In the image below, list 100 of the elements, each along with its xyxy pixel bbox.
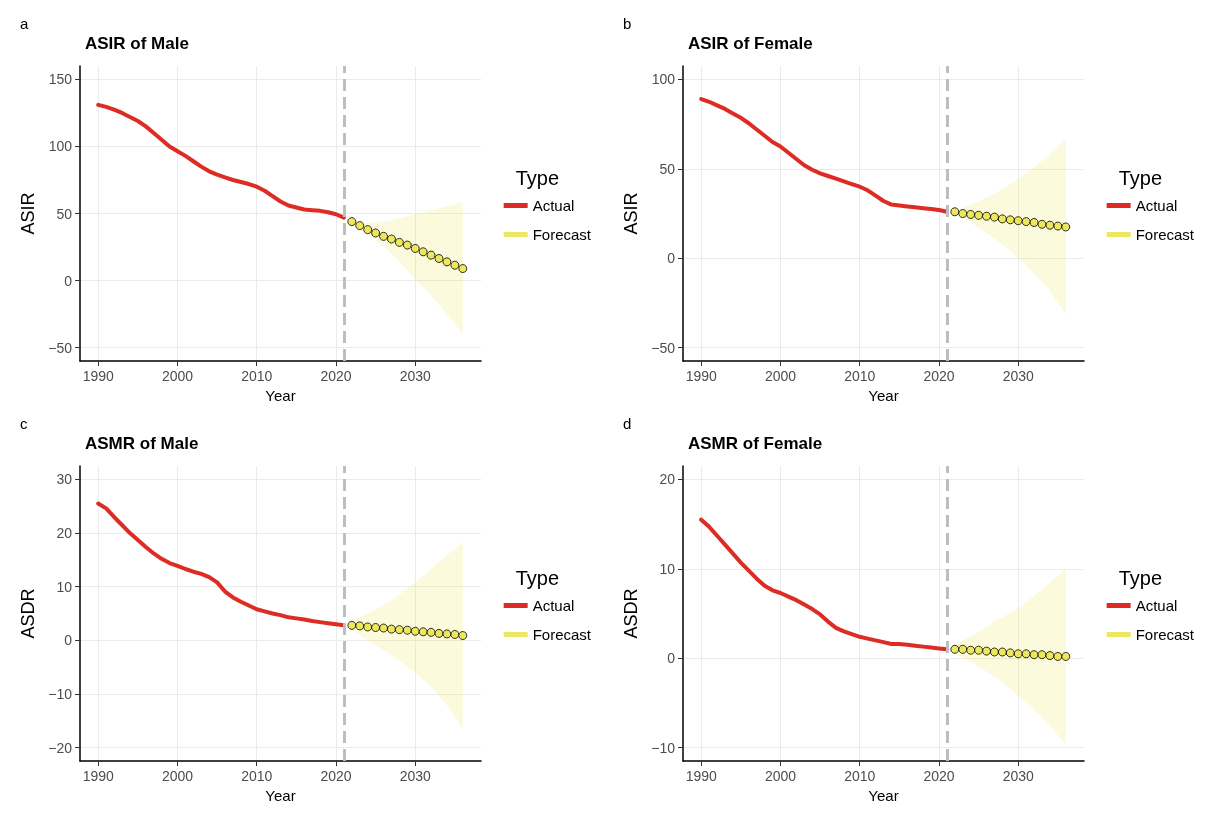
point [410,626,420,636]
line-series [699,517,949,652]
point [1037,219,1047,229]
y-tick-label: 50 [659,160,676,177]
point [371,228,381,238]
y-axis-title: ASDR [621,588,642,639]
legend-label: Actual [1135,197,1178,214]
x-axis-title: Year [265,387,296,404]
point [1005,215,1015,225]
point [371,623,381,632]
point [1053,221,1063,231]
point [450,629,460,639]
x-tick-label: 2000 [161,768,194,785]
legend-title: Type [1118,567,1162,589]
y-tick-label: 150 [48,71,73,88]
point [418,627,428,637]
x-tick-label: 2030 [399,368,431,385]
point [363,225,373,235]
x-tick-label: 2030 [1002,368,1034,385]
point [450,260,460,270]
y-tick-label: −50 [651,339,676,356]
text: d [623,415,632,432]
chart-title: ASMR of Female [688,434,823,453]
point [434,628,444,638]
legend-label: Actual [532,597,575,614]
point [363,622,373,632]
x-tick-label: 2020 [923,768,955,785]
line-series [96,501,346,628]
x-tick-label: 2020 [320,368,352,385]
x-axis-title: Year [868,787,899,804]
y-tick-label: 0 [64,632,73,649]
legend-label: Actual [1135,597,1178,614]
y-tick-label: 20 [56,525,73,542]
point [379,623,389,633]
x-tick-label: 1990 [685,368,718,385]
y-tick-label: 30 [56,471,73,488]
point [426,250,436,260]
point [442,257,452,267]
y-tick-label: 10 [56,578,73,595]
point [347,620,357,630]
point [1013,216,1023,226]
chart-title: ASIR of Male [85,34,189,53]
x-axis-title: Year [265,787,296,804]
y-tick-label: 100 [651,71,676,88]
y-tick-label: 10 [659,560,676,577]
y-tick-label: 0 [667,650,676,667]
x-tick-label: 2020 [923,368,955,385]
x-tick-label: 2000 [764,768,797,785]
point [997,214,1007,224]
legend-label: Forecast [1135,226,1195,243]
point [958,209,968,219]
x-tick-label: 1990 [82,768,115,785]
y-tick-label: 50 [56,205,73,222]
legend-label: Forecast [532,226,592,243]
legend-title: Type [515,167,559,189]
legend-label: Forecast [532,626,592,643]
point [402,240,412,250]
point [355,221,365,231]
y-tick-label: −10 [48,686,73,703]
legend-title: Type [1118,167,1162,189]
x-tick-label: 2010 [241,368,273,385]
x-tick-label: 2010 [844,368,876,385]
text: b [623,15,632,32]
y-tick-label: 20 [659,471,676,488]
y-axis-title: ASIR [621,192,642,235]
y-tick-label: −20 [48,739,73,756]
point [394,237,404,247]
point [1029,217,1039,227]
legend-label: Actual [532,197,575,214]
point [386,624,396,634]
point [982,211,992,221]
point [458,264,468,274]
point [950,207,960,217]
x-tick-label: 2030 [1002,768,1034,785]
point [355,621,365,631]
point [1061,222,1071,232]
point [1045,220,1055,230]
line-series [96,102,346,220]
point [989,212,999,222]
x-tick-label: 1990 [685,768,718,785]
legend-title: Type [515,567,559,589]
x-tick-label: 2010 [844,768,876,785]
text: a [20,15,29,32]
point [974,210,984,220]
y-tick-label: 0 [667,250,676,267]
point [966,209,976,219]
x-axis-title: Year [868,387,899,404]
x-tick-label: 2000 [764,368,797,385]
point [442,629,452,639]
x-tick-label: 2020 [320,768,352,785]
chart-title: ASMR of Male [85,434,199,453]
point [434,253,444,263]
y-tick-label: −10 [651,739,676,756]
y-tick-label: −50 [48,339,73,356]
point [410,243,420,253]
y-tick-label: 0 [64,272,73,289]
x-tick-label: 2010 [241,768,273,785]
chart-title: ASIR of Female [688,34,813,53]
point [347,217,357,227]
point [402,625,412,635]
